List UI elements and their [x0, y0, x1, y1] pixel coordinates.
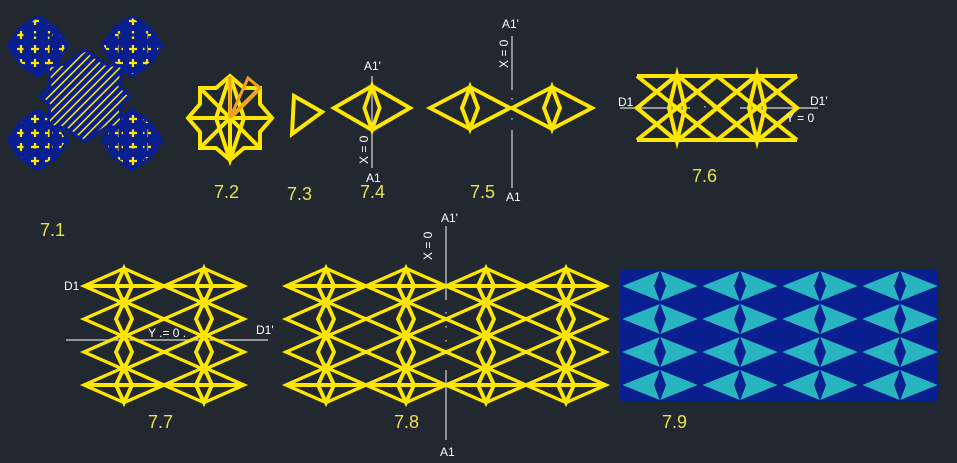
- y0-label: Y = 0: [786, 111, 814, 125]
- svg-text:·: ·: [444, 333, 448, 347]
- a1-label: A1: [440, 445, 455, 459]
- a1-label: A1: [506, 190, 521, 204]
- figure-7-2-label: 7.2: [214, 182, 239, 202]
- figure-7-6-label: 7.6: [692, 166, 717, 186]
- figure-7-9-label: 7.9: [662, 412, 687, 432]
- figure-7-1-center-star: [37, 48, 133, 144]
- figure-7-4: A1' A1 X = 0 7.4: [332, 59, 412, 202]
- svg-text:·: ·: [510, 111, 514, 125]
- figure-7-2-highlight: [228, 75, 263, 120]
- a1-prime-label: A1': [364, 59, 381, 73]
- figure-7-5-label: 7.5: [470, 182, 495, 202]
- figure-7-7-label: 7.7: [148, 412, 173, 432]
- x0-label: X = 0: [497, 39, 511, 68]
- y0-label: Y .= 0 .: [148, 326, 186, 340]
- d1-label: D1: [64, 279, 80, 293]
- figure-7-5: · · · A1' X = 0 A1 7.5: [428, 17, 594, 204]
- figure-7-1: 7.1: [6, 14, 164, 240]
- figure-7-8-label: 7.8: [394, 412, 419, 432]
- figure-7-7: D1 D1' Y .= 0 . 7.7: [64, 266, 274, 432]
- x0-label: X = 0: [421, 231, 435, 260]
- a1-label: A1: [366, 171, 381, 185]
- figure-7-9: 7.9: [617, 269, 943, 432]
- d1-label: D1: [618, 95, 634, 109]
- x0-label: X = 0: [357, 135, 371, 164]
- d1-prime-label: D1': [256, 323, 274, 337]
- a1-prime-label: A1': [441, 211, 458, 225]
- figure-7-3-label: 7.3: [287, 184, 312, 204]
- svg-text:·: ·: [444, 305, 448, 319]
- figure-7-6: · · · D1 D1' Y = 0 7.6: [618, 66, 828, 186]
- svg-text:·: ·: [510, 91, 514, 105]
- figure-7-4-label: 7.4: [360, 182, 385, 202]
- a1-prime-label: A1': [502, 17, 519, 31]
- d1-prime-label: D1': [810, 94, 828, 108]
- figure-7-1-label: 7.1: [40, 220, 65, 240]
- figure-7-8: · · · A1' X = 0 A1 7.8: [284, 211, 608, 459]
- figure-7-2: 7.2: [185, 73, 275, 202]
- svg-text:·: ·: [444, 319, 448, 333]
- figure-7-3: 7.3: [287, 92, 326, 204]
